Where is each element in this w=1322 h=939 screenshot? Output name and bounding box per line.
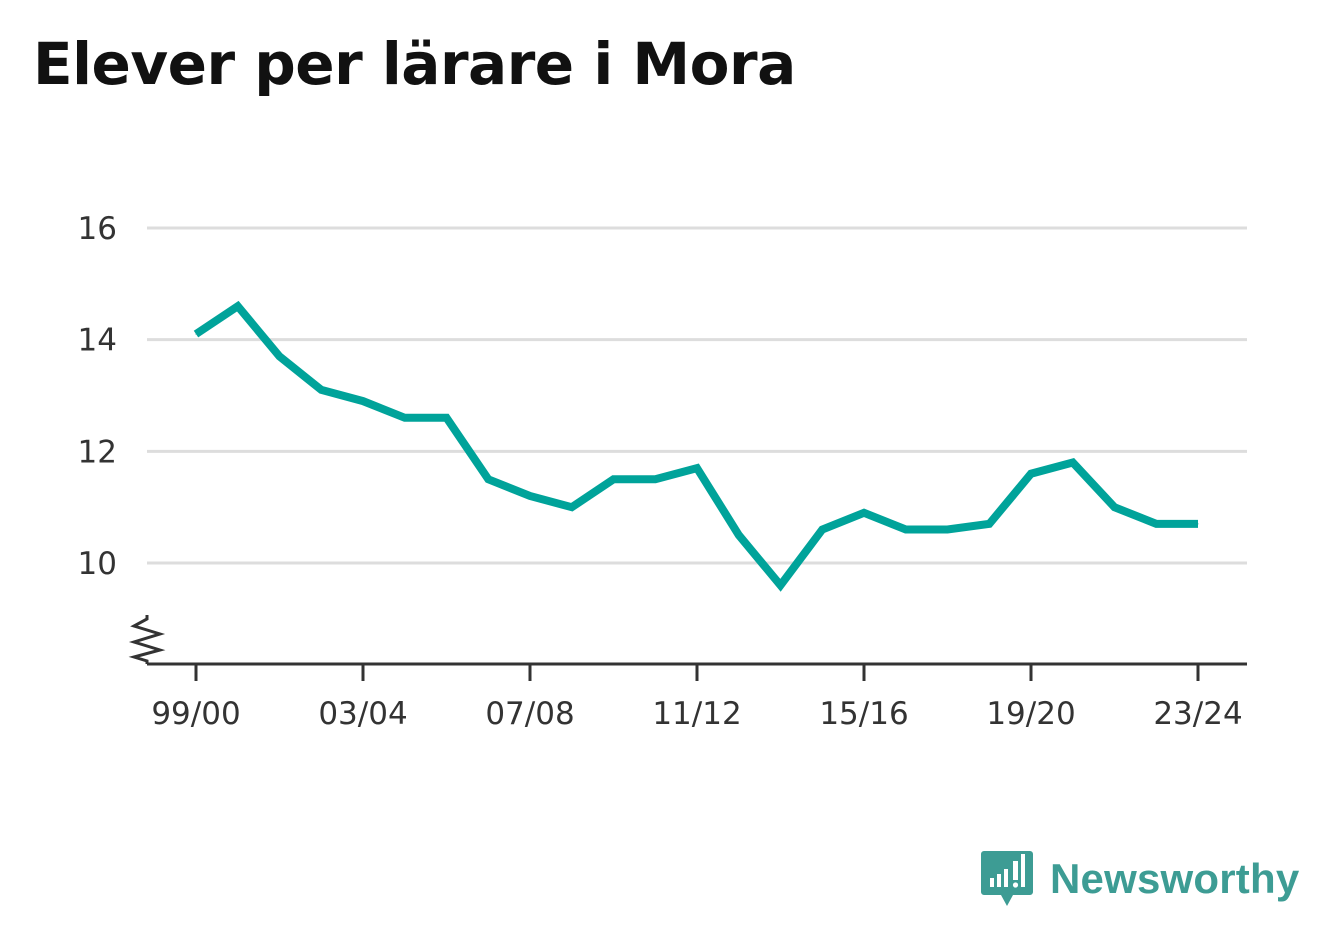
y-tick-label: 14 — [78, 323, 117, 359]
data-point — [529, 495, 531, 497]
data-point — [446, 417, 447, 419]
brand-name: Newsworthy — [1050, 855, 1300, 902]
data-point — [780, 584, 781, 586]
data-point — [195, 333, 197, 335]
y-tick-label: 16 — [78, 211, 117, 247]
newsworthy-brand: Newsworthy — [980, 848, 1299, 910]
series-layer — [193, 300, 1199, 592]
x-tick-label: 11/12 — [652, 696, 741, 732]
data-point — [1155, 523, 1157, 525]
data-point — [1114, 506, 1115, 508]
x-tick-label: 23/24 — [1153, 696, 1242, 732]
series-line — [193, 300, 1198, 592]
y-axis-ticks: 10 12 14 16 — [78, 211, 117, 582]
data-point — [696, 467, 698, 469]
data-point — [1197, 523, 1199, 525]
y-tick-label: 12 — [78, 434, 117, 470]
data-point — [988, 523, 990, 525]
data-point — [1030, 473, 1032, 475]
newsworthy-logo-icon — [981, 851, 1033, 906]
data-point — [237, 305, 239, 307]
data-point — [738, 534, 740, 536]
data-point — [487, 478, 489, 480]
y-axis-break-icon — [128, 615, 166, 664]
x-tick-label: 19/20 — [986, 696, 1075, 732]
data-point — [654, 478, 656, 480]
data-point — [279, 355, 280, 357]
data-point — [905, 529, 907, 530]
x-axis: 99/00 03/04 07/08 11/12 15/16 19/20 23/24 — [128, 615, 1247, 732]
x-tick-label: 15/16 — [819, 696, 908, 732]
data-point — [404, 417, 406, 419]
x-tick-label: 99/00 — [151, 696, 240, 732]
data-point — [947, 529, 948, 530]
data-point — [1072, 462, 1074, 463]
chart-title: Elever per lärare i Mora — [33, 30, 796, 98]
data-point — [571, 506, 573, 508]
data-point — [613, 478, 614, 480]
data-point — [320, 389, 322, 391]
data-point — [821, 529, 823, 530]
grid-lines — [147, 226, 1247, 565]
data-point — [362, 400, 364, 402]
x-tick-label: 07/08 — [485, 696, 574, 732]
data-point — [863, 512, 865, 514]
y-tick-label: 10 — [78, 546, 117, 582]
x-tick-label: 03/04 — [318, 696, 407, 732]
